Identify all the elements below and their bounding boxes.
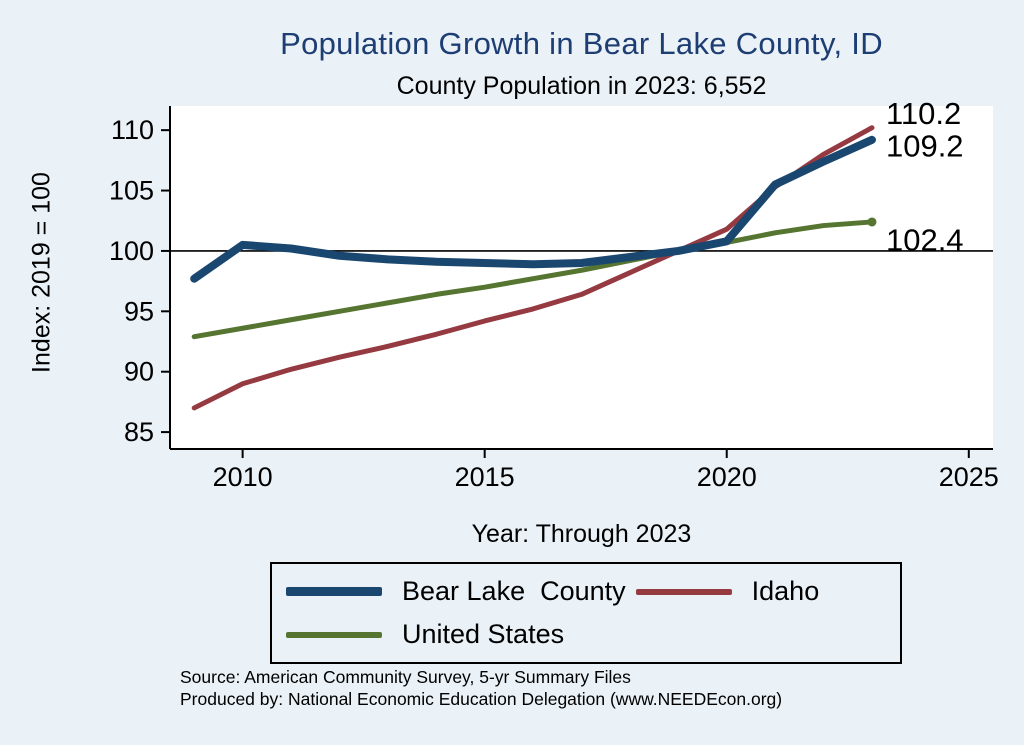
y-tick-label: 85 [124,417,154,447]
y-tick-label: 95 [124,296,154,326]
source-line-2: Produced by: National Economic Education… [180,689,783,709]
chart-title: Population Growth in Bear Lake County, I… [280,26,883,61]
x-tick-label: 2015 [455,462,515,492]
legend-grid: Bear Lake County Idaho United States [286,576,882,650]
legend-item-idaho: Idaho [635,576,882,607]
end-marker-united-states [867,217,877,227]
annotation-110.2: 110.2 [886,96,961,131]
y-tick-label: 110 [111,115,154,145]
x-axis-title: Year: Through 2023 [471,520,692,548]
legend-item-bear-lake-county: Bear Lake County [286,576,626,607]
legend-label-united-states: United States [402,619,565,649]
y-tick-label: 90 [124,357,154,387]
legend-label-idaho: Idaho [751,576,820,606]
line-united-states [191,219,875,340]
line-chart: 85 90 95 100 105 110 2010 2015 2020 2025 110.2109.… [109,96,999,492]
legend-label-bear-lake-county: Bear Lake County [402,576,626,606]
legend-swatch-united-states [286,631,382,638]
line-bear-lake-county [190,135,876,283]
annotation-109.2: 109.2 [886,128,964,163]
legend-swatch-bear-lake-county [286,587,382,596]
source-note: Source: American Community Survey, 5-yr … [180,666,980,710]
y-tick-label: 100 [109,236,154,266]
chart-subtitle: County Population in 2023: 6,552 [396,72,767,100]
source-line-1: Source: American Community Survey, 5-yr … [180,667,631,687]
plot-area [170,106,993,449]
legend-swatch-idaho [635,588,732,595]
legend: Bear Lake County Idaho United States [270,562,902,664]
x-tick-label: 2010 [213,462,273,492]
x-tick-label: 2025 [939,462,999,492]
annotation-102.4: 102.4 [886,222,964,257]
x-tick-label: 2020 [697,462,757,492]
legend-item-united-states: United States [286,619,626,650]
y-tick-label: 105 [109,176,154,206]
